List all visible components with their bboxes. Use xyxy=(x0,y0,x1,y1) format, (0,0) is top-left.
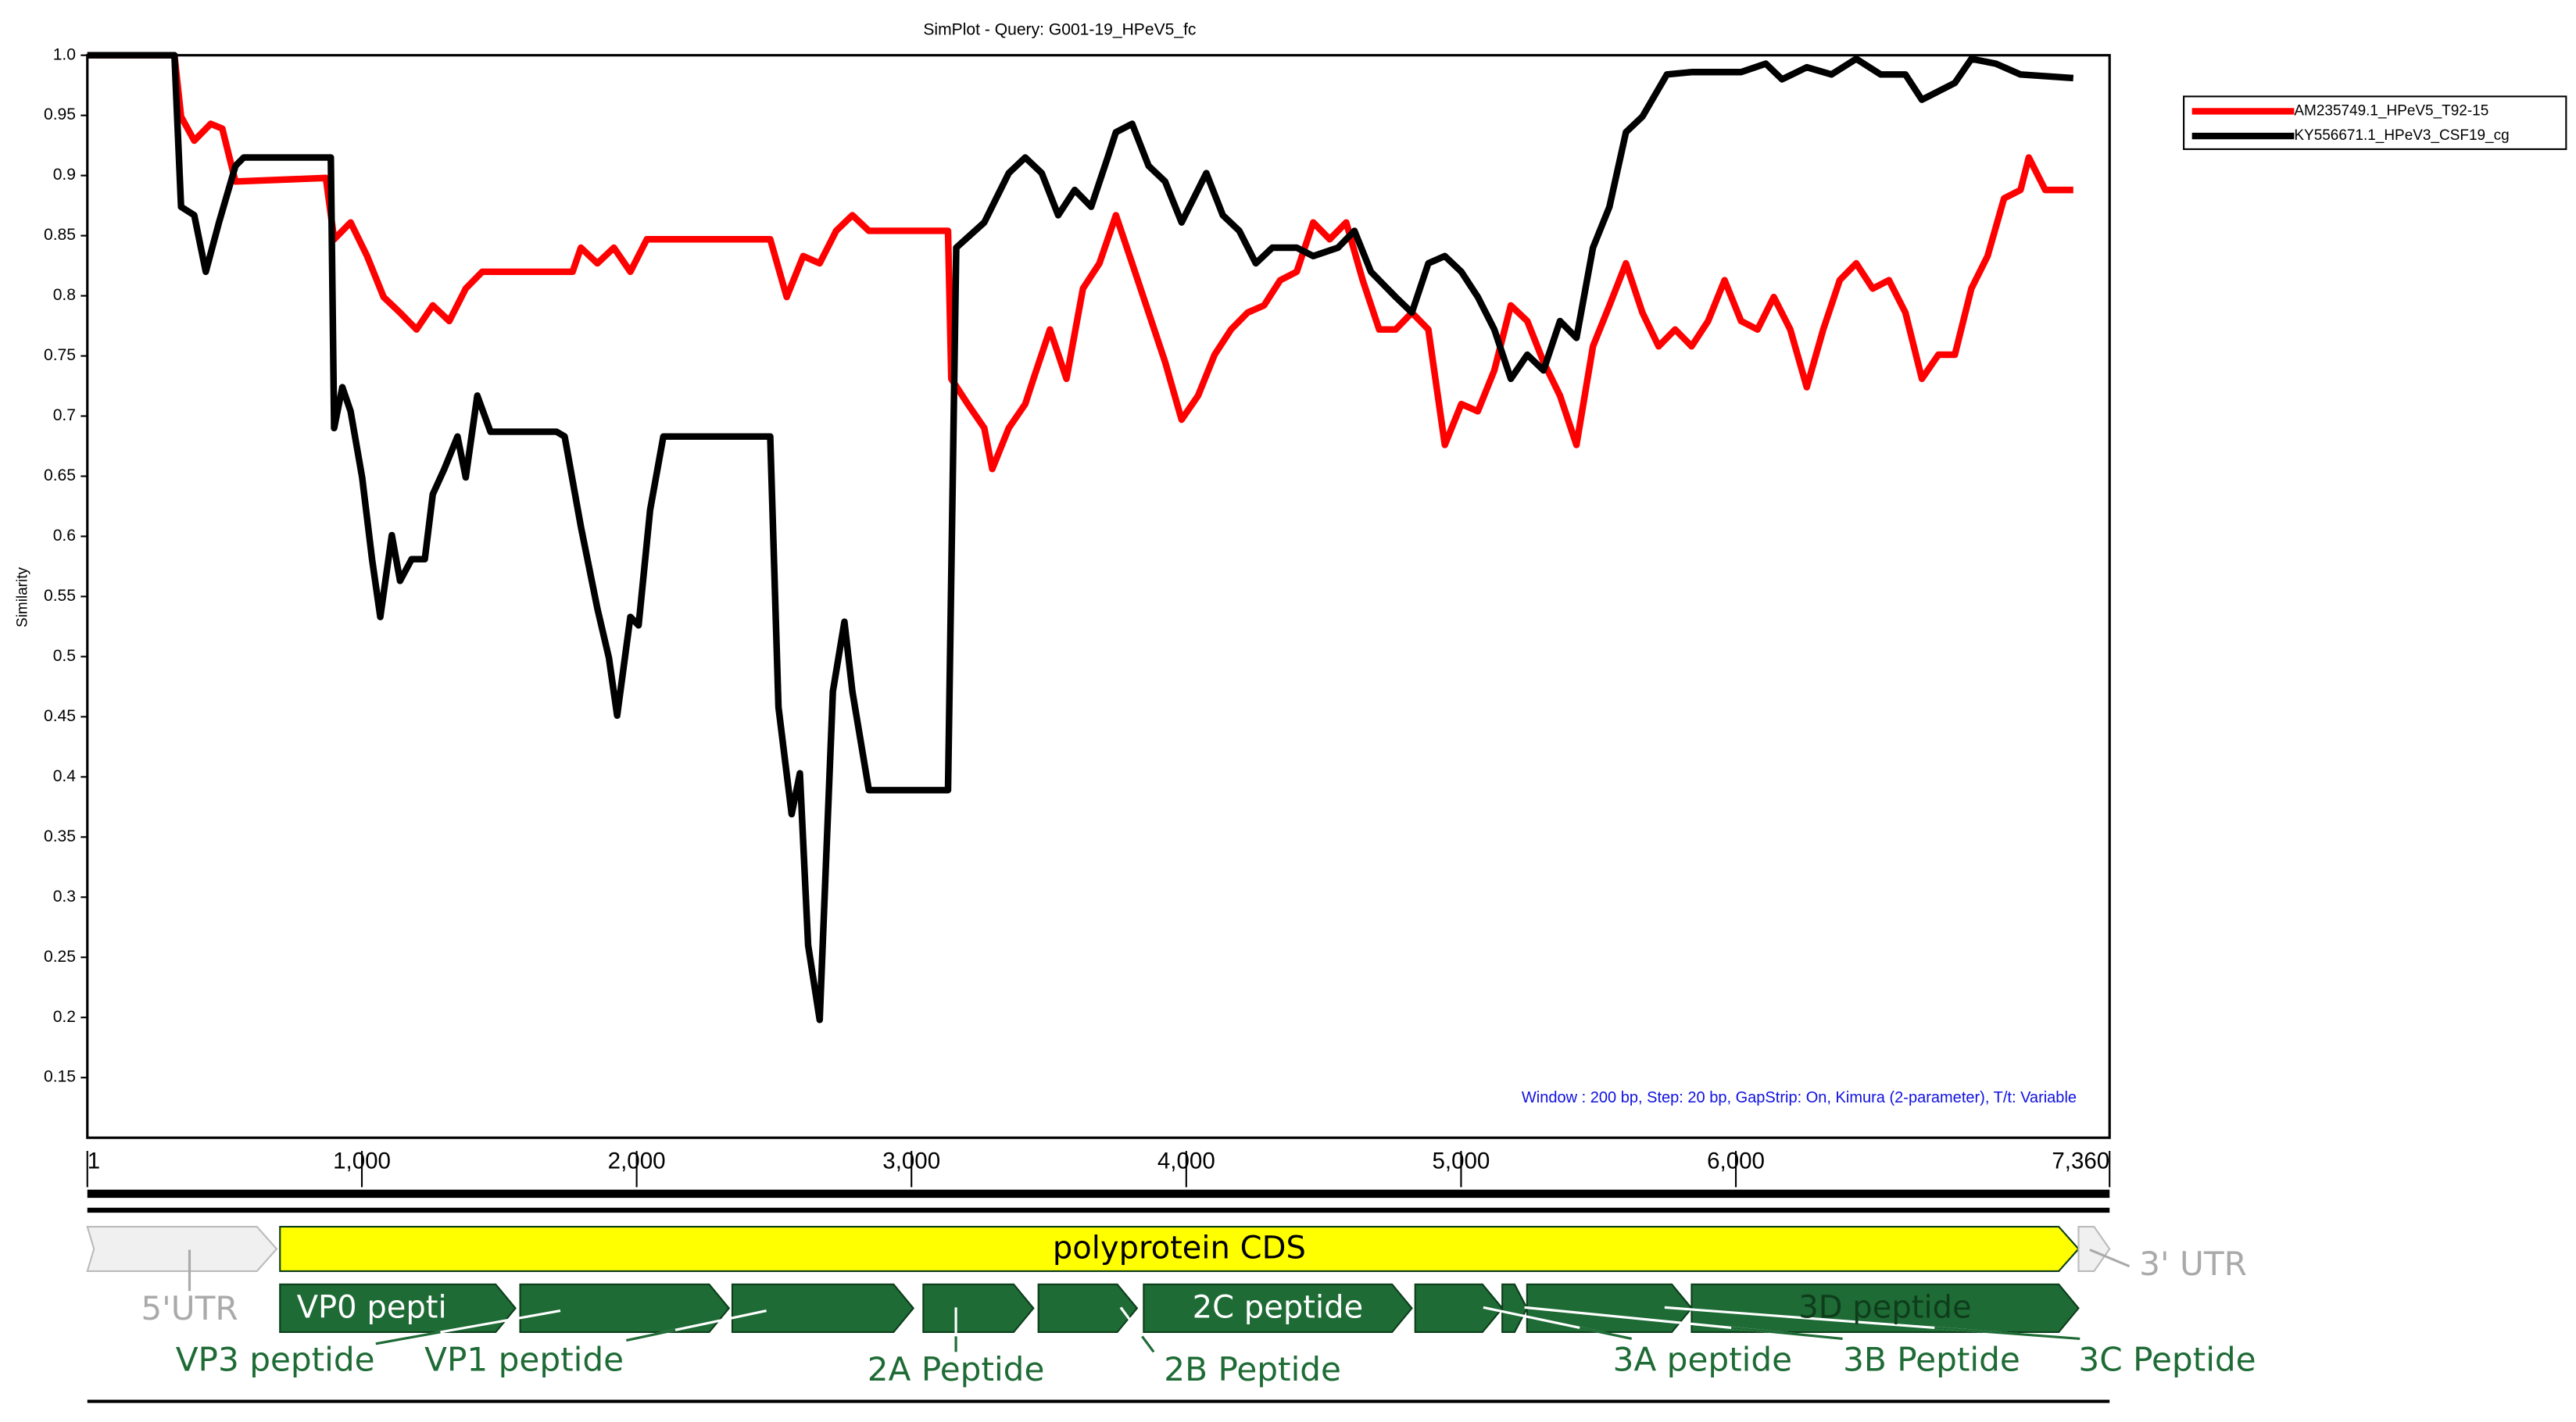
feature-label: polyprotein CDS xyxy=(1053,1231,1306,1267)
feature-label: 3A peptide xyxy=(1613,1340,1792,1378)
feature-arrow xyxy=(279,1283,517,1334)
y-axis-label: Similarity xyxy=(15,567,31,627)
feature-arrow xyxy=(86,1225,278,1273)
x-tick-label: 7,360 xyxy=(2052,1149,2109,1174)
x-tick-label: 4,000 xyxy=(1157,1149,1215,1174)
y-tick-label: 0.6 xyxy=(53,527,76,545)
y-tick-label: 0.4 xyxy=(53,767,77,785)
leader-line xyxy=(626,1328,676,1342)
leader-line xyxy=(1934,1326,2080,1341)
y-tick-label: 0.5 xyxy=(53,647,76,665)
feature-label: VP3 peptide xyxy=(176,1340,375,1378)
series-line xyxy=(87,52,2073,473)
feature-arrow xyxy=(279,1225,2080,1273)
y-tick-label: 0.2 xyxy=(53,1008,76,1026)
feature-label: 5'UTR xyxy=(141,1289,238,1327)
leader-line xyxy=(2089,1249,2131,1268)
feature-arrow xyxy=(731,1283,915,1334)
y-tick-label: 0.35 xyxy=(44,827,76,845)
feature-arrow xyxy=(519,1283,731,1334)
x-tick-label: 6,000 xyxy=(1707,1149,1765,1174)
y-tick-label: 0.85 xyxy=(44,226,76,244)
y-tick-label: 0.55 xyxy=(44,587,76,605)
feature-label: VP1 peptide xyxy=(424,1340,624,1378)
feature-label: 2B Peptide xyxy=(1164,1350,1341,1388)
y-tick-label: 0.7 xyxy=(53,406,76,424)
x-tick-label: 5,000 xyxy=(1432,1149,1490,1174)
feature-label: 3' UTR xyxy=(2139,1245,2247,1283)
plot-frame xyxy=(86,54,2111,1139)
leader-line xyxy=(1730,1326,1843,1341)
feature-label: 2C peptide xyxy=(1193,1289,1364,1325)
feature-label: 3C Peptide xyxy=(2078,1340,2256,1378)
x-tick-label: 2,000 xyxy=(608,1149,666,1174)
series-line xyxy=(87,52,2074,1024)
leader-line xyxy=(1579,1326,1633,1340)
feature-arrow xyxy=(2077,1225,2111,1273)
annotation: Window : 200 bp, Step: 20 bp, GapStrip: … xyxy=(1522,1089,2077,1106)
feature-arrow xyxy=(1143,1283,1413,1334)
x-tick-label: 1 xyxy=(88,1149,100,1174)
y-tick-label: 0.3 xyxy=(53,888,76,906)
leader-line xyxy=(1141,1335,1155,1353)
x-tick-label: 1,000 xyxy=(333,1149,391,1174)
y-tick-label: 0.25 xyxy=(44,948,76,966)
feature-label: 2A Peptide xyxy=(868,1350,1045,1388)
x-tick-label: 3,000 xyxy=(882,1149,940,1174)
leader-line xyxy=(375,1331,441,1345)
y-tick-label: 0.15 xyxy=(44,1068,76,1086)
y-tick-label: 0.95 xyxy=(44,105,76,123)
y-tick-label: 1.0 xyxy=(53,45,76,63)
y-tick-label: 0.45 xyxy=(44,707,76,725)
feature-arrow xyxy=(1037,1283,1139,1334)
y-tick-label: 0.75 xyxy=(44,346,76,364)
feature-arrow xyxy=(1501,1283,1529,1334)
legend-box xyxy=(2183,95,2567,150)
feature-arrow xyxy=(1414,1283,1504,1334)
chart-title: SimPlot - Query: G001-19_HPeV5_fc xyxy=(923,21,1196,39)
y-tick-label: 0.65 xyxy=(44,466,76,484)
feature-label: 3B Peptide xyxy=(1843,1340,2020,1378)
feature-label: VP0 pepti xyxy=(297,1289,447,1325)
y-tick-label: 0.9 xyxy=(53,166,76,184)
y-tick-label: 0.8 xyxy=(53,286,76,304)
feature-label: 3D peptide xyxy=(1798,1289,1971,1325)
legend-label: AM235749.1_HPeV5_T92-15 xyxy=(2294,102,2488,119)
legend-label: KY556671.1_HPeV3_CSF19_cg xyxy=(2294,127,2509,144)
feature-arrow xyxy=(922,1283,1035,1334)
